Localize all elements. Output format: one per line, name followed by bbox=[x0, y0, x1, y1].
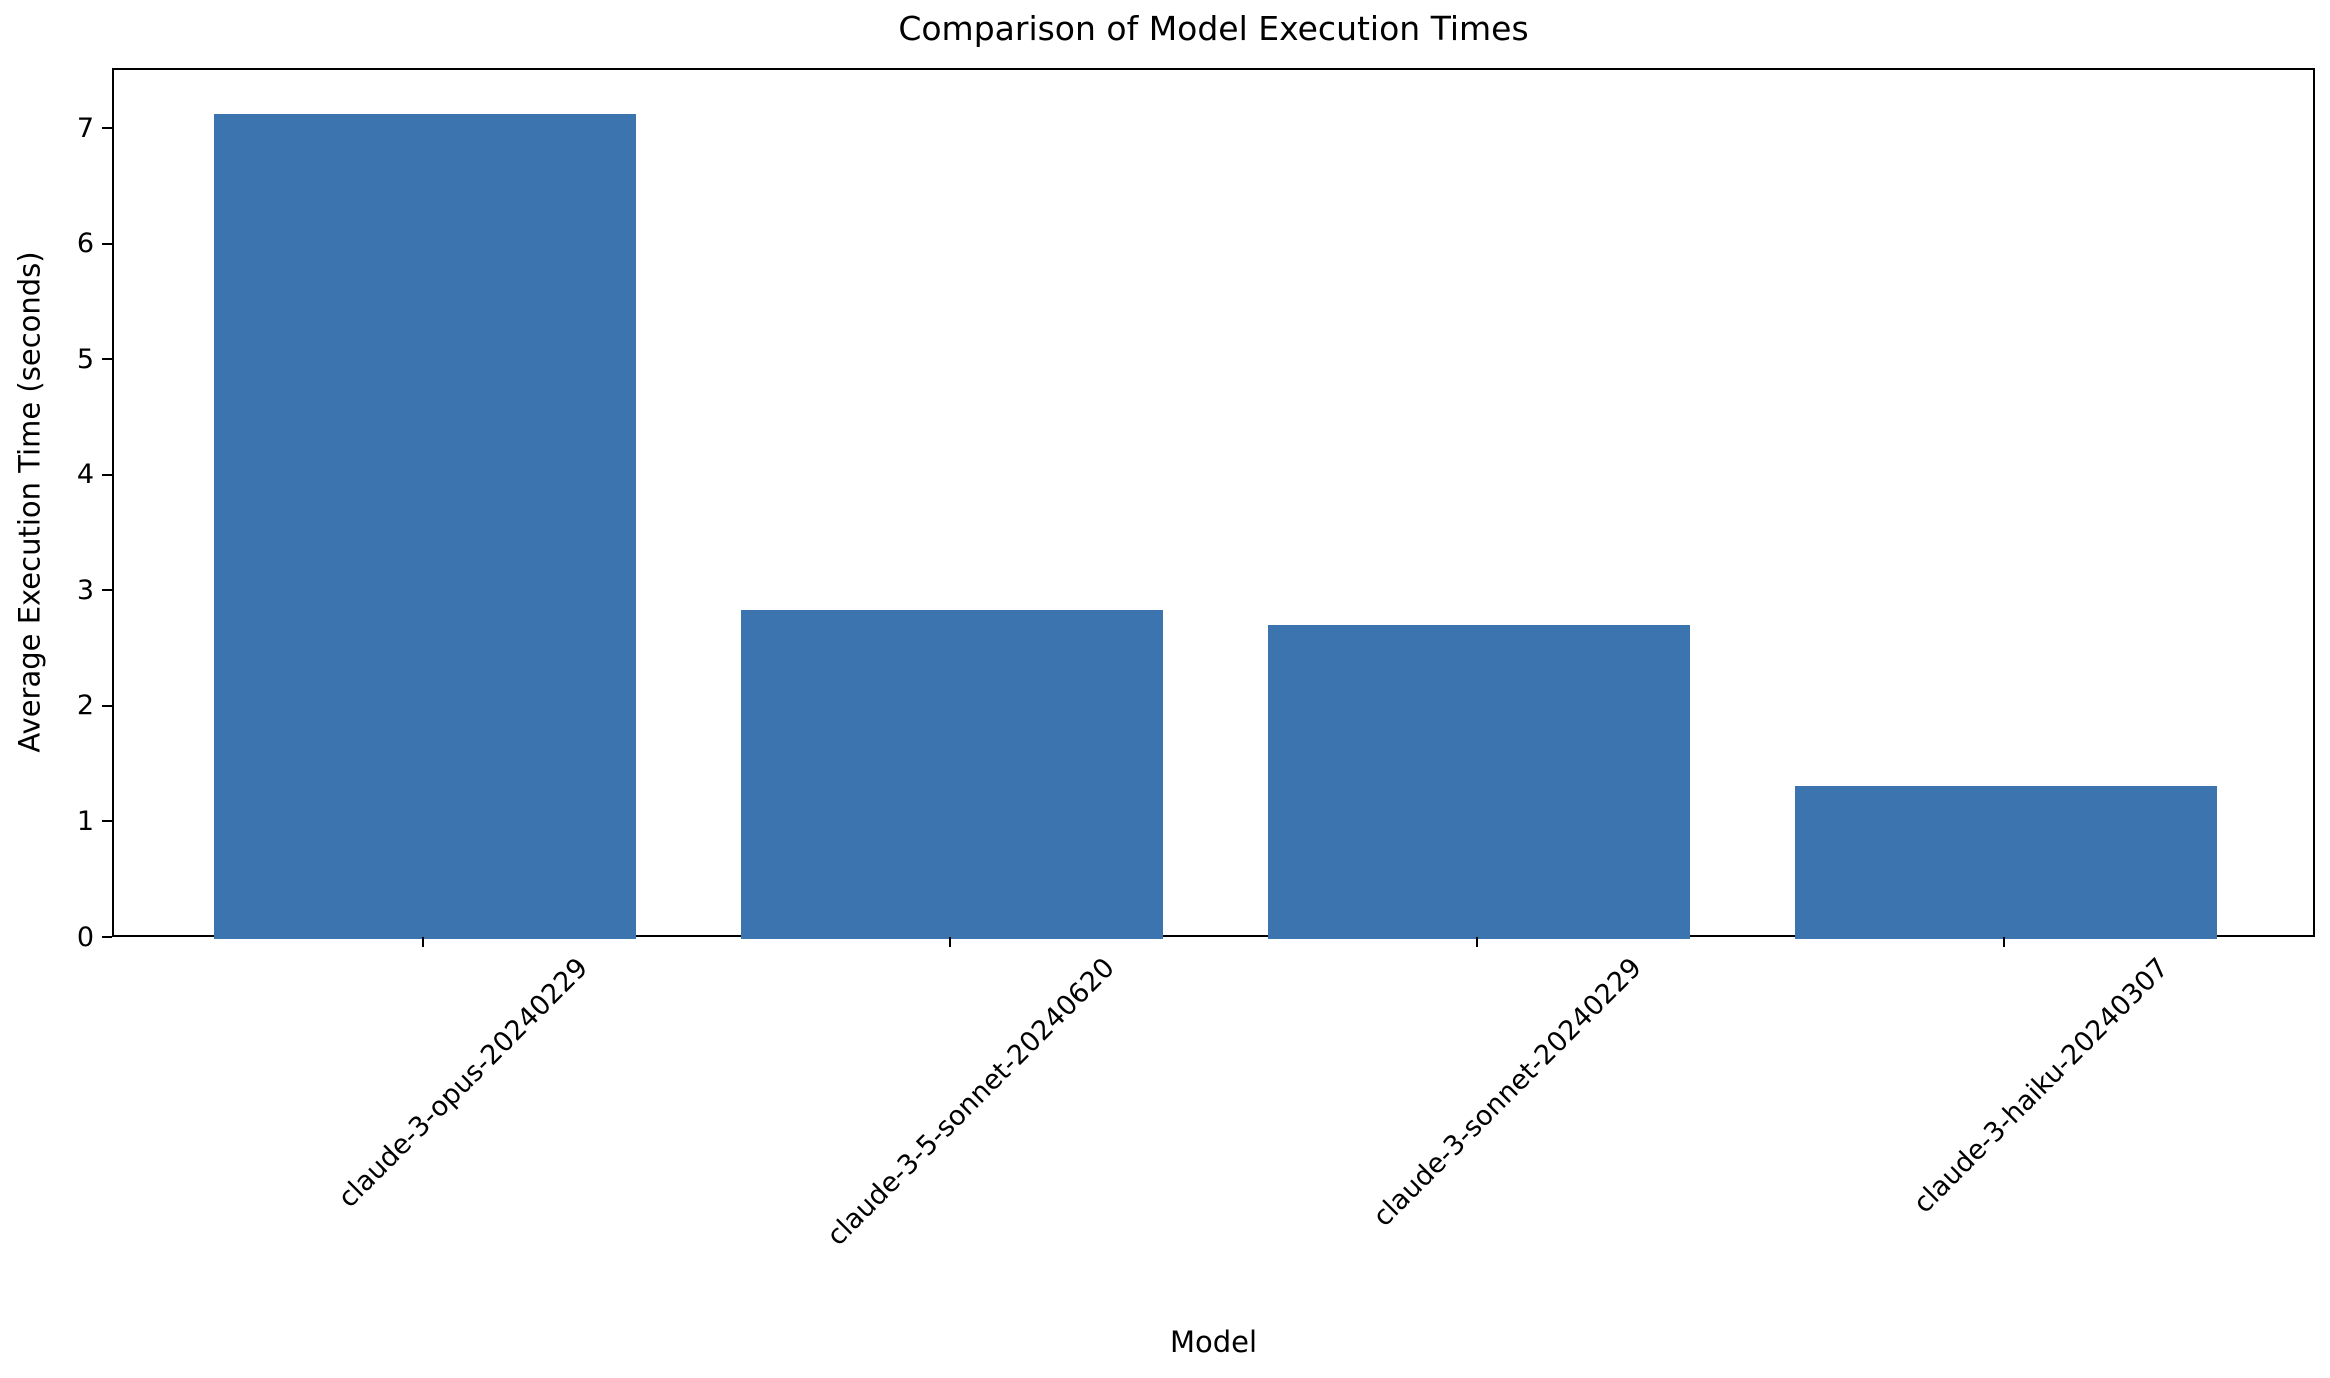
x-axis-label: Model bbox=[1169, 1325, 1258, 1359]
x-tick-mark bbox=[2003, 937, 2006, 947]
x-tick-mark bbox=[948, 937, 951, 947]
y-tick-mark bbox=[102, 936, 112, 938]
y-tick-mark bbox=[102, 127, 112, 130]
bar-claude-3-5-sonnet-20240620 bbox=[741, 609, 1163, 939]
y-tick-label: 4 bbox=[76, 459, 94, 491]
plot-area bbox=[112, 68, 2315, 939]
x-tick-mark bbox=[1476, 937, 1479, 947]
y-tick-label: 7 bbox=[76, 112, 94, 144]
bar-claude-3-sonnet-20240229 bbox=[1268, 624, 1690, 939]
bar-claude-3-haiku-20240307 bbox=[1795, 786, 2217, 939]
bar-claude-3-opus-20240229 bbox=[214, 113, 636, 939]
y-tick-label: 3 bbox=[76, 574, 94, 606]
y-tick-mark bbox=[102, 358, 112, 361]
y-tick-label: 5 bbox=[76, 343, 94, 375]
x-tick-label-text: claude-3-haiku-20240307 bbox=[1908, 952, 2176, 1220]
y-tick-mark bbox=[102, 589, 112, 592]
y-tick-label: 2 bbox=[76, 690, 94, 722]
x-tick-label-text: claude-3-sonnet-20240229 bbox=[1367, 952, 1649, 1233]
y-tick-label: 1 bbox=[76, 805, 94, 837]
y-tick-mark bbox=[102, 820, 112, 823]
y-tick-mark bbox=[102, 473, 112, 476]
y-tick-mark bbox=[102, 704, 112, 707]
chart-title: Comparison of Model Execution Times bbox=[898, 9, 1529, 48]
y-tick-label: 0 bbox=[76, 921, 94, 953]
y-tick-label: 6 bbox=[76, 228, 94, 260]
x-tick-label-text: claude-3-5-sonnet-20240620 bbox=[821, 952, 1122, 1252]
y-tick-mark bbox=[102, 242, 112, 245]
x-tick-label-text: claude-3-opus-20240229 bbox=[332, 952, 595, 1214]
x-tick-mark bbox=[421, 937, 424, 947]
